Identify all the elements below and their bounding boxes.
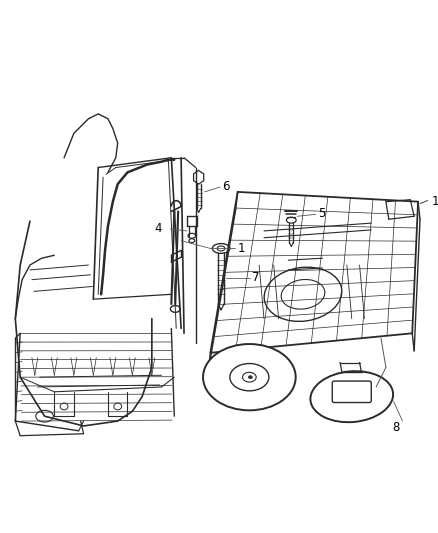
Ellipse shape: [203, 344, 296, 410]
Text: 4: 4: [155, 222, 162, 236]
Text: 5: 5: [318, 207, 325, 220]
Text: 7: 7: [252, 271, 260, 284]
Text: 1: 1: [238, 242, 245, 255]
Ellipse shape: [248, 376, 252, 378]
Text: 1: 1: [432, 195, 438, 208]
Text: 8: 8: [393, 422, 400, 434]
Text: 6: 6: [222, 180, 230, 192]
